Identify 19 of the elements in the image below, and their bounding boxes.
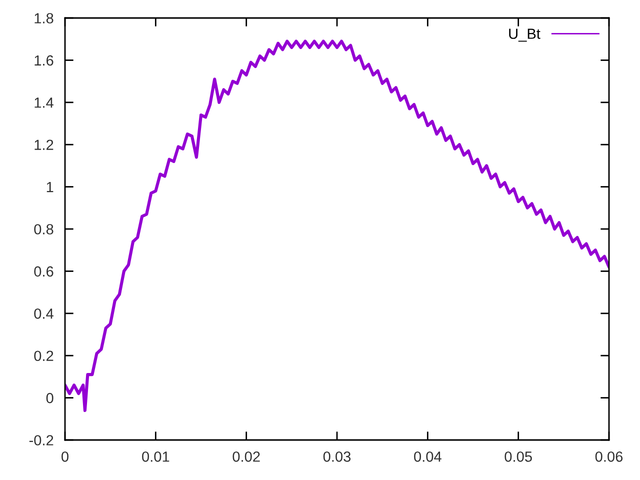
y-tick-label: 0 xyxy=(46,392,54,404)
y-tick-label: 0.2 xyxy=(34,350,54,362)
x-tick-label: 0 xyxy=(62,451,68,462)
x-tick-label: 0.04 xyxy=(414,451,442,462)
x-tick-label: 0.05 xyxy=(504,451,532,462)
x-tick-label: 0.02 xyxy=(232,451,260,462)
y-tick-label: 0.6 xyxy=(34,266,54,277)
y-tick-label: 1.4 xyxy=(34,98,54,108)
y-tick-label: 1.8 xyxy=(34,13,54,24)
y-tick-label: 0.4 xyxy=(34,308,54,319)
x-tick-label: 0.01 xyxy=(142,451,170,462)
y-tick-label: 1.6 xyxy=(34,55,54,66)
y-tick-label: 1.2 xyxy=(34,140,54,150)
x-tick-label: 0.06 xyxy=(595,451,623,462)
y-tick-label: 1 xyxy=(46,182,54,192)
y-tick-label: -0.2 xyxy=(29,435,54,446)
y-tick-label: 0.8 xyxy=(34,224,54,234)
legend-label: U_Bt xyxy=(509,28,540,42)
x-tick-label: 0.03 xyxy=(323,451,351,462)
